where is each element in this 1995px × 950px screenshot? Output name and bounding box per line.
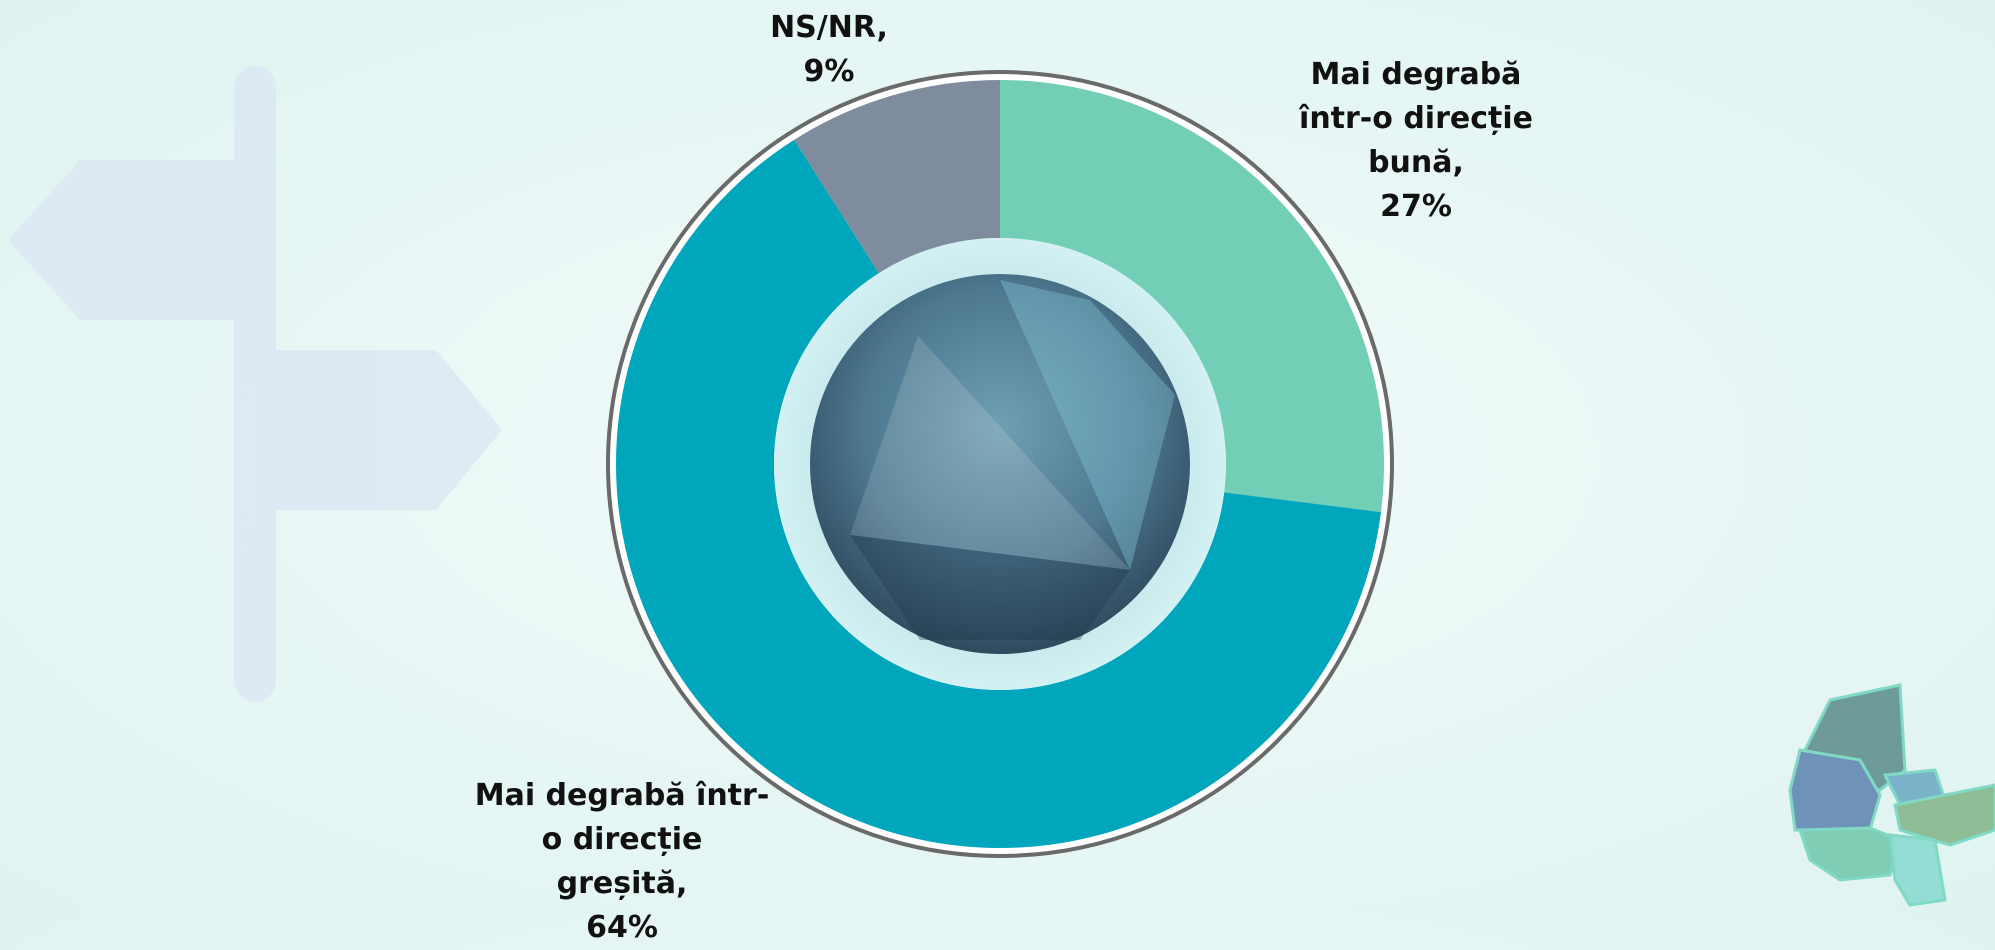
slice-label: NS/NR, 9% (769, 6, 889, 94)
donut-core (810, 274, 1190, 654)
donut-slice (1000, 80, 1384, 513)
value-label: 64% (586, 910, 658, 945)
slice-label: Mai degrabă într-o direcție greșită, 64% (472, 774, 772, 950)
category-label: NS/NR, (770, 10, 888, 45)
category-label: Mai degrabă într-o direcție bună, (1299, 57, 1533, 180)
donut-slice (794, 80, 1000, 274)
slice-label: Mai degrabă într-o direcție bună, 27% (1296, 53, 1536, 229)
chart (8, 66, 1995, 907)
category-label: Mai degrabă într-o direcție greșită, (474, 778, 770, 901)
donut-slice (616, 139, 1381, 848)
core-facets (850, 280, 1175, 640)
signpost-decoration (8, 66, 502, 702)
map-decoration (1788, 683, 1995, 907)
value-label: 27% (1380, 189, 1452, 224)
value-label: 9% (803, 54, 855, 89)
